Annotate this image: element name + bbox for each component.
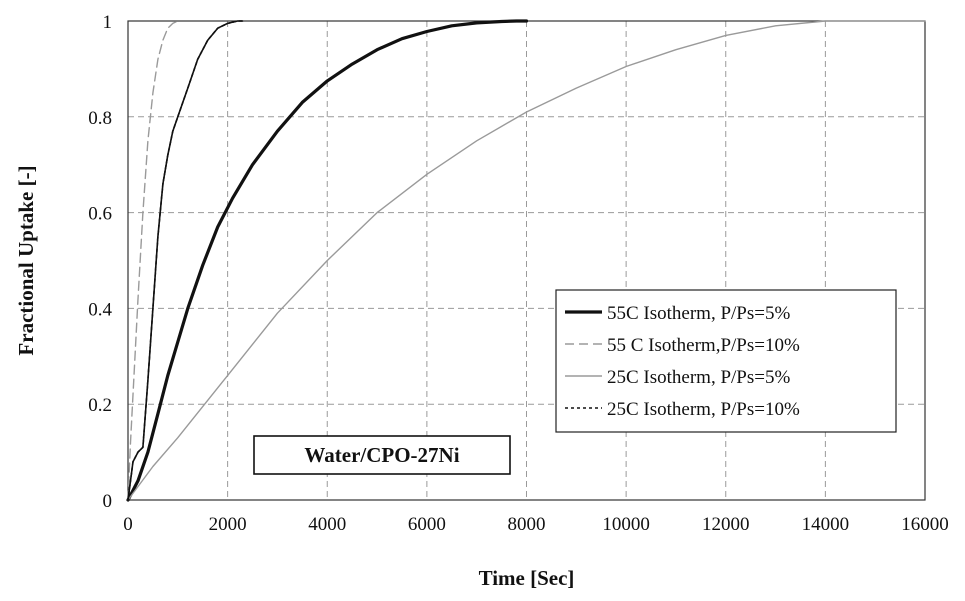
y-tick-label: 0.2 — [88, 395, 112, 416]
x-tick-label: 10000 — [602, 514, 650, 535]
x-tick-label: 0 — [123, 514, 133, 535]
series-line-1 — [126, 19, 529, 502]
x-tick-label: 12000 — [702, 514, 750, 535]
x-tick-label: 8000 — [508, 514, 546, 535]
annotation-box: Water/CPO-27Ni — [253, 435, 511, 475]
x-axis-title: Time [Sec] — [479, 566, 575, 590]
series-line-5 — [127, 20, 244, 501]
x-tick-label: 2000 — [209, 514, 247, 535]
y-tick-label: 1 — [103, 12, 113, 33]
x-tick-label: 14000 — [802, 514, 850, 535]
x-tick-label: 16000 — [901, 514, 949, 535]
tick-labels: 0 2000 4000 6000 8000 10000 12000 14000 16000 0 0.… — [88, 12, 949, 535]
y-tick-label: 0.6 — [88, 204, 112, 225]
y-tick-label: 0 — [103, 491, 113, 512]
y-tick-label: 0.8 — [88, 108, 112, 129]
x-tick-label: 4000 — [308, 514, 346, 535]
y-axis-title: Fractional Uptake [-] — [14, 165, 38, 355]
series-layer — [126, 19, 926, 502]
legend-label: 25C Isotherm, P/Ps=10% — [607, 399, 800, 420]
x-tick-label: 6000 — [408, 514, 446, 535]
y-tick-label: 0.4 — [88, 299, 112, 320]
legend: 55C Isotherm, P/Ps=5% 55 C Isotherm,P/Ps=… — [555, 289, 897, 433]
series-line-3 — [127, 20, 926, 501]
legend-label: 55C Isotherm, P/Ps=5% — [607, 303, 790, 324]
series-line-2 — [127, 20, 179, 501]
legend-label: 55 C Isotherm,P/Ps=10% — [607, 335, 800, 356]
annotation-label: Water/CPO-27Ni — [304, 443, 459, 467]
legend-label: 25C Isotherm, P/Ps=5% — [607, 367, 790, 388]
